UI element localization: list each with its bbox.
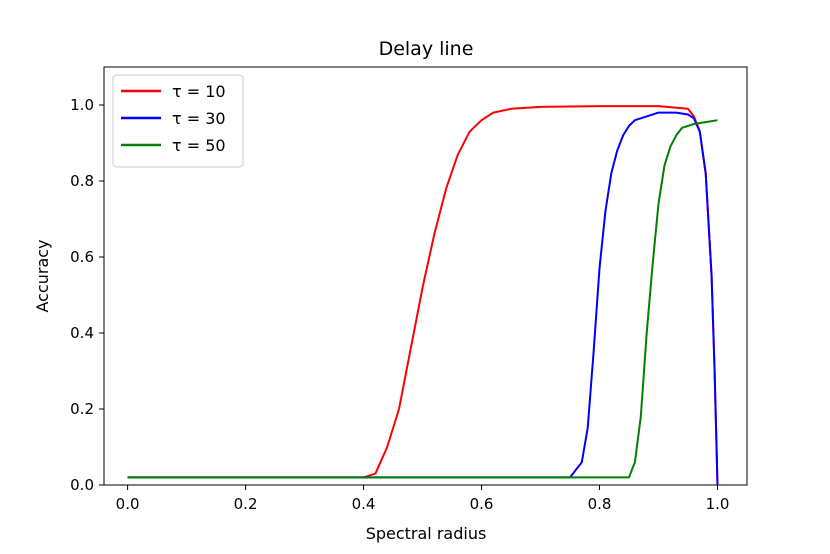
y-axis-ticks: 0.0 0.2 0.4 0.6 0.8 1.0: [70, 96, 104, 494]
x-tick-label: 0.2: [234, 495, 258, 513]
x-axis-label: Spectral radius: [366, 524, 487, 543]
y-tick-label: 1.0: [70, 96, 94, 114]
x-tick-label: 0.6: [470, 495, 494, 513]
y-tick-label: 0.4: [70, 324, 94, 342]
x-tick-label: 1.0: [706, 495, 730, 513]
y-tick-label: 0.2: [70, 400, 94, 418]
series-line-tau-50: [127, 119, 718, 479]
legend-label: τ = 10: [172, 82, 226, 101]
x-tick-label: 0.4: [352, 495, 376, 513]
y-tick-label: 0.8: [70, 172, 94, 190]
series-line-tau-30: [127, 111, 719, 486]
y-tick-label: 0.6: [70, 248, 94, 266]
chart-title: Delay line: [379, 38, 474, 60]
plot-area-frame: [103, 66, 748, 486]
series-layer: [127, 105, 719, 486]
legend-label: τ = 50: [172, 136, 226, 155]
y-axis-label: Accuracy: [33, 239, 52, 312]
legend-label: τ = 30: [172, 109, 226, 128]
x-axis-ticks: 0.0 0.2 0.4 0.6 0.8 1.0: [116, 485, 730, 513]
legend: τ = 10 τ = 30 τ = 50: [112, 74, 244, 168]
y-tick-label: 0.0: [70, 476, 94, 494]
x-tick-label: 0.0: [116, 495, 140, 513]
x-tick-label: 0.8: [588, 495, 612, 513]
